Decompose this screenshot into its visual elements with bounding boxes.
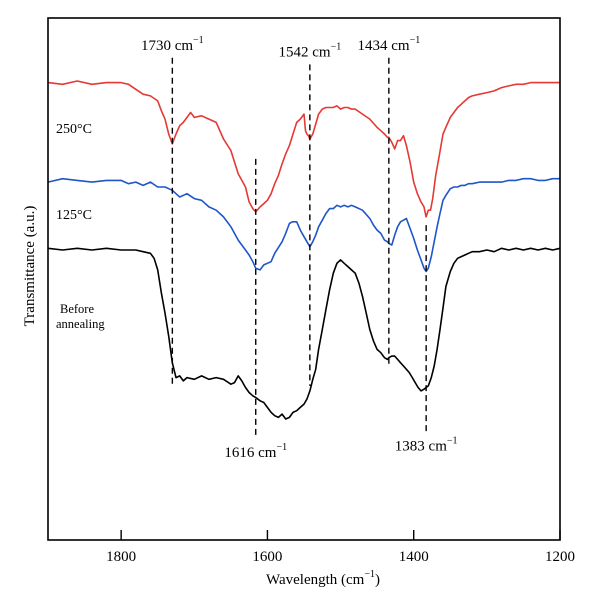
peak-marker-label: 1383 cm−1 [395, 435, 458, 454]
series-line-s250 [47, 80, 560, 218]
peak-marker-layer: 1730 cm−1 1542 cm−1 1434 cm−1 1616 cm−1 1383… [141, 35, 458, 461]
x-tick-label: 1800 [106, 549, 136, 565]
y-axis-title: Transmittance (a.u.) [22, 206, 38, 327]
x-tick-label: 1200 [545, 549, 575, 565]
peak-marker-label: 1616 cm−1 [224, 442, 287, 461]
series-line-s125 [47, 177, 560, 273]
peak-marker-label: 1434 cm−1 [357, 35, 420, 54]
x-tick-label: 1600 [252, 549, 282, 565]
series-layer [47, 80, 561, 420]
series-label-s250: 250°C [56, 122, 92, 137]
plot-frame [47, 17, 561, 541]
series-line-s0 [47, 247, 561, 420]
x-axis-title: Wavelength (cm−1) [266, 569, 380, 588]
series-label-s0: Before [60, 302, 94, 316]
series-label-s0-line2: annealing [56, 317, 105, 331]
peak-marker-label: 1730 cm−1 [141, 35, 204, 54]
series-label-s125: 125°C [56, 208, 92, 223]
peak-marker-label: 1542 cm−1 [278, 41, 341, 60]
x-tick-label: 1400 [399, 549, 429, 565]
x-tick-layer: 1800 1600 1400 1200 [106, 530, 575, 565]
